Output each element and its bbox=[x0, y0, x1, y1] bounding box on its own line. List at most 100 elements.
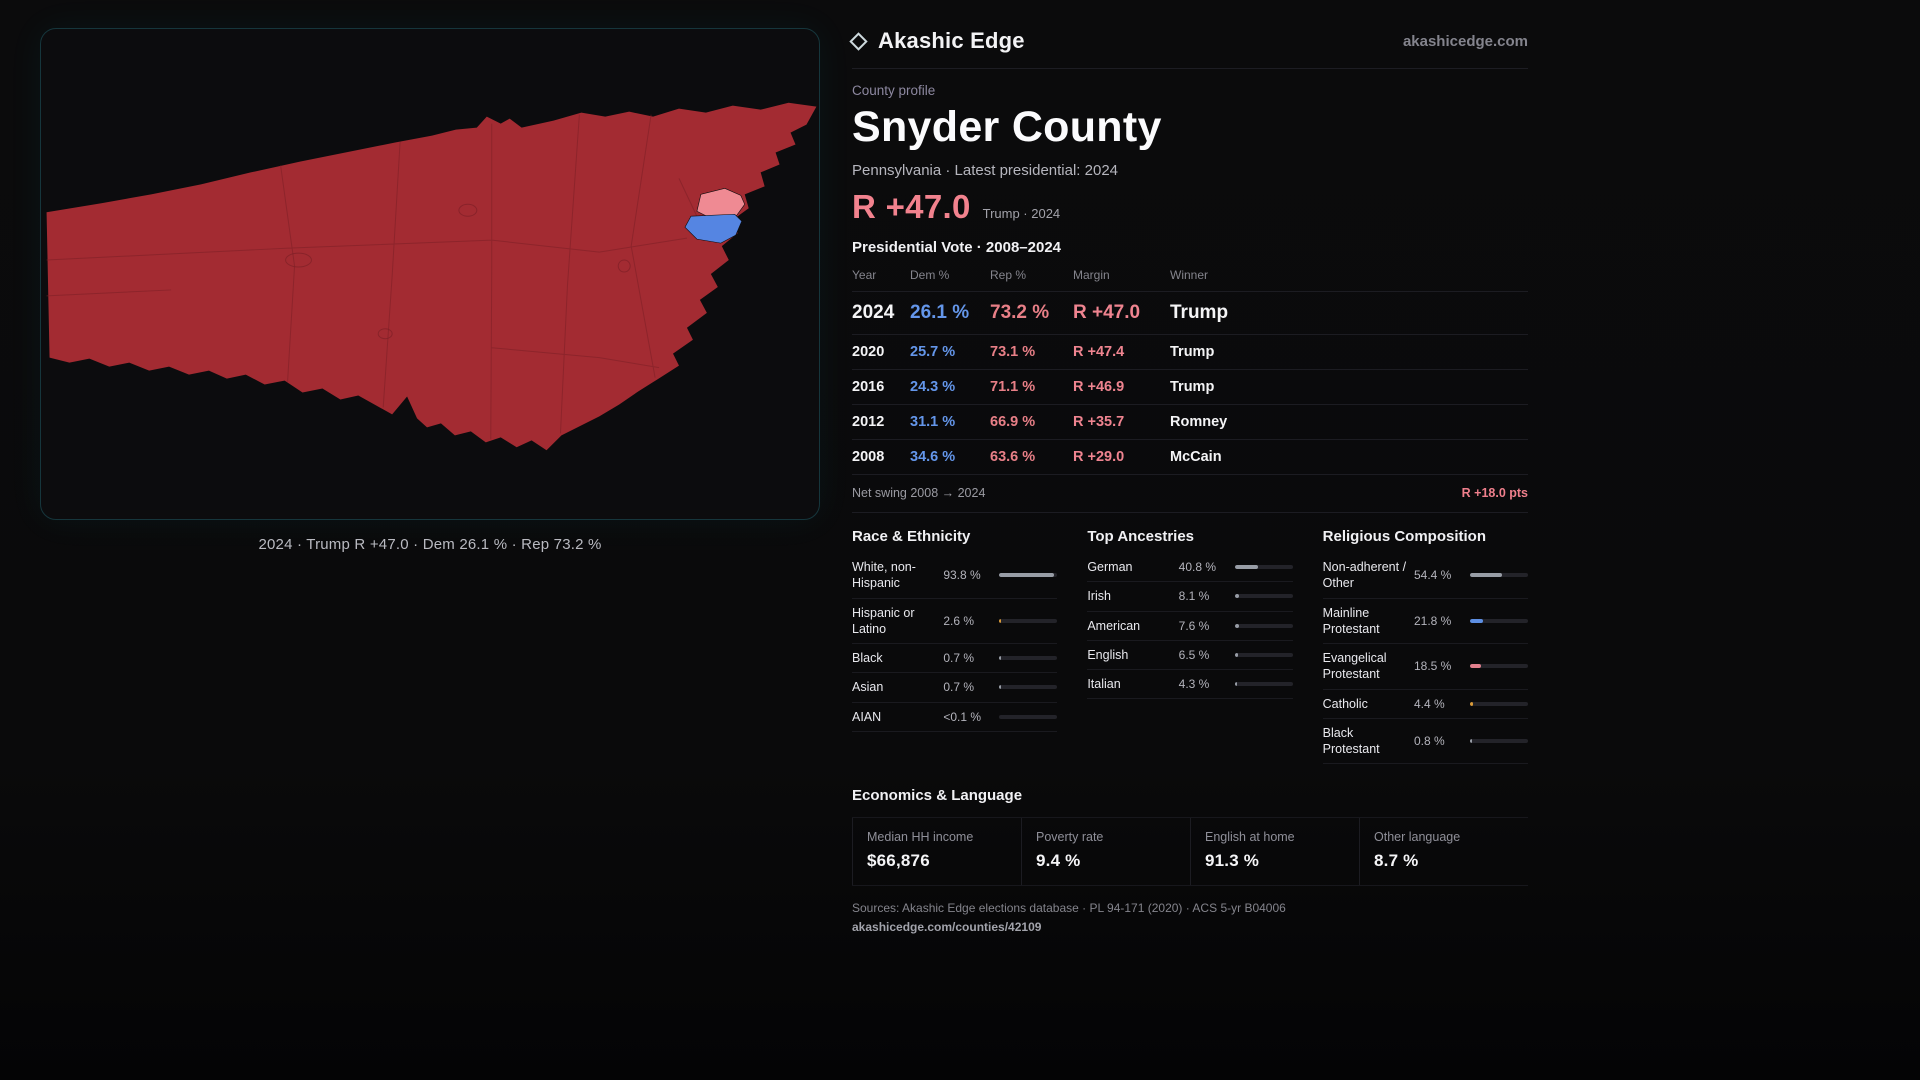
year-cell: 2024 bbox=[852, 302, 895, 323]
page-title: Snyder County bbox=[852, 103, 1162, 151]
margin-cell: R +46.9 bbox=[1073, 379, 1125, 395]
row-label: Irish bbox=[1087, 589, 1111, 604]
ancestries-title: Top Ancestries bbox=[1087, 528, 1195, 545]
stat-other-language: Other language 8.7 % bbox=[1359, 818, 1528, 886]
list-item: Italian 4.3 % bbox=[1087, 670, 1293, 700]
religion-column: Religious Composition Non-adherent / Oth… bbox=[1322, 528, 1528, 765]
list-item: Black Protestant 0.8 % bbox=[1322, 719, 1528, 765]
row-label: Hispanic or Latino bbox=[852, 605, 915, 636]
eyebrow-label: County profile bbox=[852, 83, 936, 98]
dem-cell: 24.3 % bbox=[910, 379, 956, 395]
map-column: 2024 · Trump R +47.0 · Dem 26.1 % · Rep … bbox=[40, 28, 820, 553]
county-info-column: Akashic Edge akashicedge.com County prof… bbox=[849, 22, 1528, 934]
list-item: AIAN <0.1 % bbox=[852, 703, 1058, 732]
row-bar bbox=[999, 618, 1058, 623]
dem-cell: 34.6 % bbox=[910, 449, 956, 465]
col-header-margin: Margin bbox=[1073, 268, 1110, 282]
margin-cell: R +29.0 bbox=[1073, 449, 1125, 465]
lean-rep-precinct[interactable] bbox=[696, 188, 746, 219]
list-item: German 40.8 % bbox=[1087, 553, 1293, 583]
list-item: American 7.6 % bbox=[1087, 612, 1293, 641]
stat-label: Median HH income bbox=[867, 830, 974, 845]
row-label: Black bbox=[852, 651, 883, 665]
row-value: 7.6 % bbox=[1178, 618, 1210, 633]
footer-url-link[interactable]: akashicedge.com/counties/42109 bbox=[852, 920, 1042, 935]
rep-cell: 63.6 % bbox=[990, 449, 1036, 465]
table-row-2008: 2008 34.6 % 63.6 % R +29.0 McCain bbox=[852, 440, 1528, 475]
row-bar bbox=[1234, 594, 1293, 599]
vote-table-title: Presidential Vote · 2008–2024 bbox=[852, 239, 1062, 256]
list-item: Hispanic or Latino 2.6 % bbox=[852, 599, 1058, 644]
rep-cell: 71.1 % bbox=[990, 379, 1036, 395]
row-label: Evangelical Protestant bbox=[1322, 651, 1387, 682]
winner-cell: Trump bbox=[1170, 379, 1215, 395]
row-label: Mainline Protestant bbox=[1322, 605, 1380, 636]
year-cell: 2008 bbox=[852, 449, 885, 465]
county-shape[interactable] bbox=[46, 102, 817, 451]
county-map-panel[interactable] bbox=[40, 28, 820, 520]
county-map[interactable] bbox=[41, 29, 819, 519]
row-value: <0.1 % bbox=[943, 709, 982, 724]
row-value: 4.4 % bbox=[1413, 696, 1445, 711]
row-label: White, non-Hispanic bbox=[852, 560, 916, 591]
stat-poverty-rate: Poverty rate 9.4 % bbox=[1021, 818, 1190, 886]
list-item: Irish 8.1 % bbox=[1087, 582, 1293, 612]
row-value: 8.1 % bbox=[1178, 589, 1210, 604]
dem-cell: 31.1 % bbox=[910, 414, 956, 430]
row-label: Non-adherent / Other bbox=[1322, 560, 1407, 591]
header: Akashic Edge akashicedge.com bbox=[849, 22, 1528, 69]
stat-english-at-home: English at home 91.3 % bbox=[1190, 818, 1359, 886]
net-swing-row: Net swing 2008 → 2024 R +18.0 pts bbox=[852, 475, 1528, 513]
list-item: English 6.5 % bbox=[1087, 641, 1293, 670]
row-bar bbox=[1469, 701, 1528, 706]
row-value: 0.7 % bbox=[943, 651, 975, 666]
table-row-2016: 2016 24.3 % 71.1 % R +46.9 Trump bbox=[852, 370, 1528, 405]
year-cell: 2020 bbox=[852, 344, 885, 360]
row-bar bbox=[1469, 573, 1528, 578]
list-item: White, non-Hispanic 93.8 % bbox=[852, 553, 1058, 599]
year-cell: 2016 bbox=[852, 379, 885, 395]
row-value: 93.8 % bbox=[943, 568, 981, 583]
stat-value: 91.3 % bbox=[1205, 851, 1260, 871]
ancestries-column: Top Ancestries German 40.8 % Irish 8.1 %… bbox=[1087, 528, 1293, 700]
stat-median-income: Median HH income $66,876 bbox=[852, 818, 1021, 886]
row-value: 18.5 % bbox=[1413, 659, 1452, 674]
net-swing-label: Net swing 2008 → 2024 bbox=[852, 486, 986, 500]
table-row-2020: 2020 25.7 % 73.1 % R +47.4 Trump bbox=[852, 335, 1528, 370]
vote-table-header-row: Year Dem % Rep % Margin Winner bbox=[852, 268, 1528, 292]
stat-value: $66,876 bbox=[867, 851, 930, 871]
row-value: 6.5 % bbox=[1178, 647, 1210, 662]
table-row-2024: 2024 26.1 % 73.2 % R +47.0 Trump bbox=[852, 292, 1528, 335]
col-header-dem: Dem % bbox=[910, 268, 950, 282]
stat-value: 8.7 % bbox=[1374, 851, 1419, 871]
economics-stats-row: Median HH income $66,876 Poverty rate 9.… bbox=[852, 817, 1528, 887]
table-row-2012: 2012 31.1 % 66.9 % R +35.7 Romney bbox=[852, 405, 1528, 440]
winner-cell: Trump bbox=[1170, 344, 1215, 360]
row-bar bbox=[1469, 739, 1528, 743]
race-ethnicity-column: Race & Ethnicity White, non-Hispanic 93.… bbox=[852, 528, 1058, 732]
precinct-boundaries bbox=[46, 114, 698, 440]
row-label: American bbox=[1087, 618, 1141, 633]
list-item: Non-adherent / Other 54.4 % bbox=[1322, 553, 1528, 599]
brand-diamond-icon bbox=[849, 31, 868, 51]
headline-margin-row: R +47.0 Trump · 2024 bbox=[852, 188, 1528, 226]
list-item: Black 0.7 % bbox=[852, 644, 1058, 674]
col-header-winner: Winner bbox=[1170, 268, 1209, 282]
headline-margin: R +47.0 bbox=[852, 188, 971, 225]
rep-cell: 66.9 % bbox=[990, 414, 1036, 430]
net-swing-value: R +18.0 pts bbox=[1461, 486, 1528, 500]
dem-precinct[interactable] bbox=[684, 213, 743, 244]
row-value: 0.8 % bbox=[1413, 734, 1445, 748]
row-label: Asian bbox=[852, 680, 884, 695]
headline-context: Trump · 2024 bbox=[982, 206, 1061, 221]
footer: Sources: Akashic Edge elections database… bbox=[852, 901, 1528, 934]
list-item: Catholic 4.4 % bbox=[1322, 690, 1528, 719]
brand-domain-link[interactable]: akashicedge.com bbox=[1402, 32, 1528, 50]
row-value: 4.3 % bbox=[1178, 677, 1210, 692]
religion-title: Religious Composition bbox=[1322, 528, 1486, 545]
vote-table: Year Dem % Rep % Margin Winner 2024 26.1… bbox=[852, 268, 1528, 513]
row-bar bbox=[1469, 618, 1528, 623]
brand: Akashic Edge bbox=[849, 28, 1025, 54]
row-label: AIAN bbox=[852, 709, 882, 724]
stat-label: Poverty rate bbox=[1036, 830, 1104, 845]
